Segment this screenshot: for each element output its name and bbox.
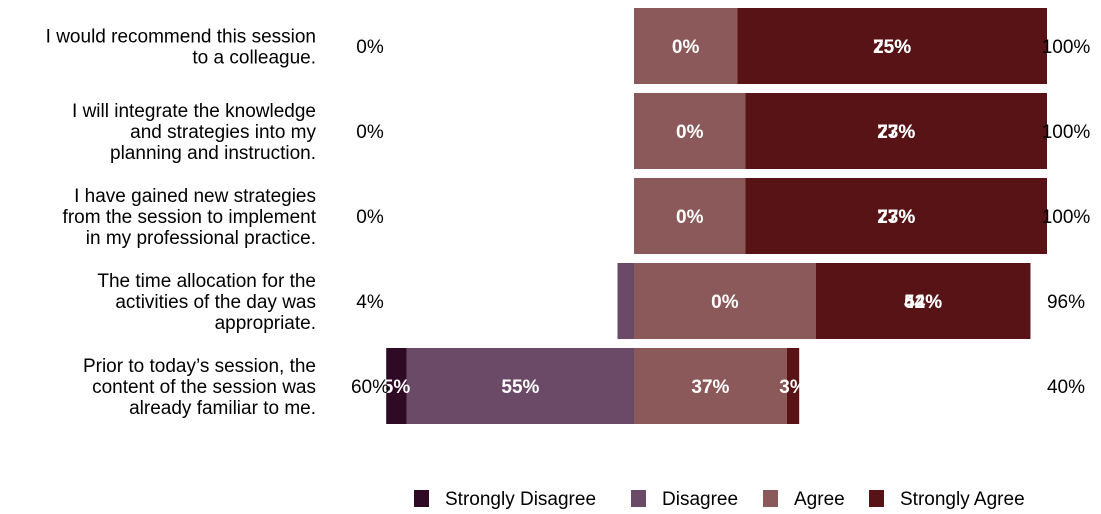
segment-labels-layer: 0% 25%75%0% 27%73%0% 27%73%0% 44%52%5% 55% 37%…	[383, 37, 942, 398]
bar-disagree-row-5	[406, 348, 634, 424]
agree-total-row-3: 100%	[1042, 207, 1091, 228]
bars-layer	[386, 8, 1047, 424]
bar-disagree-row-4	[617, 263, 634, 339]
bar-strongly-agree-row-4	[815, 263, 1031, 339]
segment-label-strongly-agree-row-3: 73%	[877, 207, 915, 228]
bar-agree-row-5	[634, 348, 787, 424]
bar-strongly-agree-row-5	[786, 348, 800, 424]
segment-label-strongly-agree-row-2: 27%	[877, 122, 915, 143]
legend-label-agree: Agree	[794, 489, 845, 510]
agree-total-row-5: 40%	[1047, 377, 1085, 398]
legend-label-disagree: Disagree	[662, 489, 738, 510]
bar-agree-row-1	[634, 8, 738, 84]
legend: Strongly Disagree Disagree Agree Strongly A…	[414, 489, 1025, 510]
total-labels-layer: 0% 100% 0% 100% 0% 100% 4% 96% 60% 40%	[351, 37, 1090, 398]
disagree-total-row-4: 4%	[356, 292, 384, 313]
disagree-total-row-2: 0%	[356, 122, 384, 143]
agree-total-row-1: 100%	[1042, 37, 1091, 58]
segment-label-strongly-agree-row-4: 52%	[904, 292, 942, 313]
category-label-row-2: I will integrate the knowledge and strate…	[72, 101, 316, 164]
disagree-total-row-3: 0%	[356, 207, 384, 228]
segment-label-strongly-agree-row-1: 25%	[873, 37, 911, 58]
legend-swatch-strongly-agree	[869, 490, 884, 507]
disagree-total-row-5: 60%	[351, 377, 389, 398]
segment-label-agree-row-4: 0%	[711, 292, 739, 313]
legend-swatch-agree	[763, 490, 778, 507]
category-label-row-5: Prior to today’s session, the content of …	[83, 356, 316, 419]
bar-agree-row-4	[634, 263, 816, 339]
bar-agree-row-2	[634, 93, 746, 169]
segment-label-strongly-agree-row-2: 73%	[877, 122, 915, 143]
segment-label-strongly-agree-row-3: 27%	[877, 207, 915, 228]
bar-agree-row-3	[634, 178, 746, 254]
segment-label-strongly-agree-row-5: 3%	[779, 377, 807, 398]
segment-label-strongly-agree-row-1: 75%	[873, 37, 911, 58]
category-labels-layer: I would recommend this session to a colle…	[46, 27, 317, 420]
bar-strongly-agree-row-2	[745, 93, 1047, 169]
segment-label-agree-row-3: 0%	[676, 207, 704, 228]
bar-strongly-agree-row-3	[745, 178, 1047, 254]
disagree-total-row-1: 0%	[356, 37, 384, 58]
segment-label-strongly-disagree-row-5: 5%	[383, 377, 411, 398]
legend-swatch-strongly-disagree	[414, 490, 429, 507]
segment-label-agree-row-1: 0%	[672, 37, 700, 58]
segment-label-agree-row-2: 0%	[676, 122, 704, 143]
bar-strongly-disagree-row-5	[386, 348, 407, 424]
category-label-row-3: I have gained new strategies from the ses…	[63, 186, 317, 249]
bar-strongly-agree-row-1	[737, 8, 1047, 84]
category-label-row-4: The time allocation for the activities of…	[97, 271, 316, 334]
legend-label-strongly-disagree: Strongly Disagree	[445, 489, 596, 510]
segment-label-strongly-agree-row-4: 44%	[904, 292, 942, 313]
category-label-row-1: I would recommend this session to a colle…	[46, 27, 316, 69]
legend-label-strongly-agree: Strongly Agree	[900, 489, 1025, 510]
legend-swatch-disagree	[631, 490, 646, 507]
agree-total-row-4: 96%	[1047, 292, 1085, 313]
agree-total-row-2: 100%	[1042, 122, 1091, 143]
segment-label-disagree-row-5: 55%	[501, 377, 539, 398]
segment-label-agree-row-5: 37%	[691, 377, 729, 398]
